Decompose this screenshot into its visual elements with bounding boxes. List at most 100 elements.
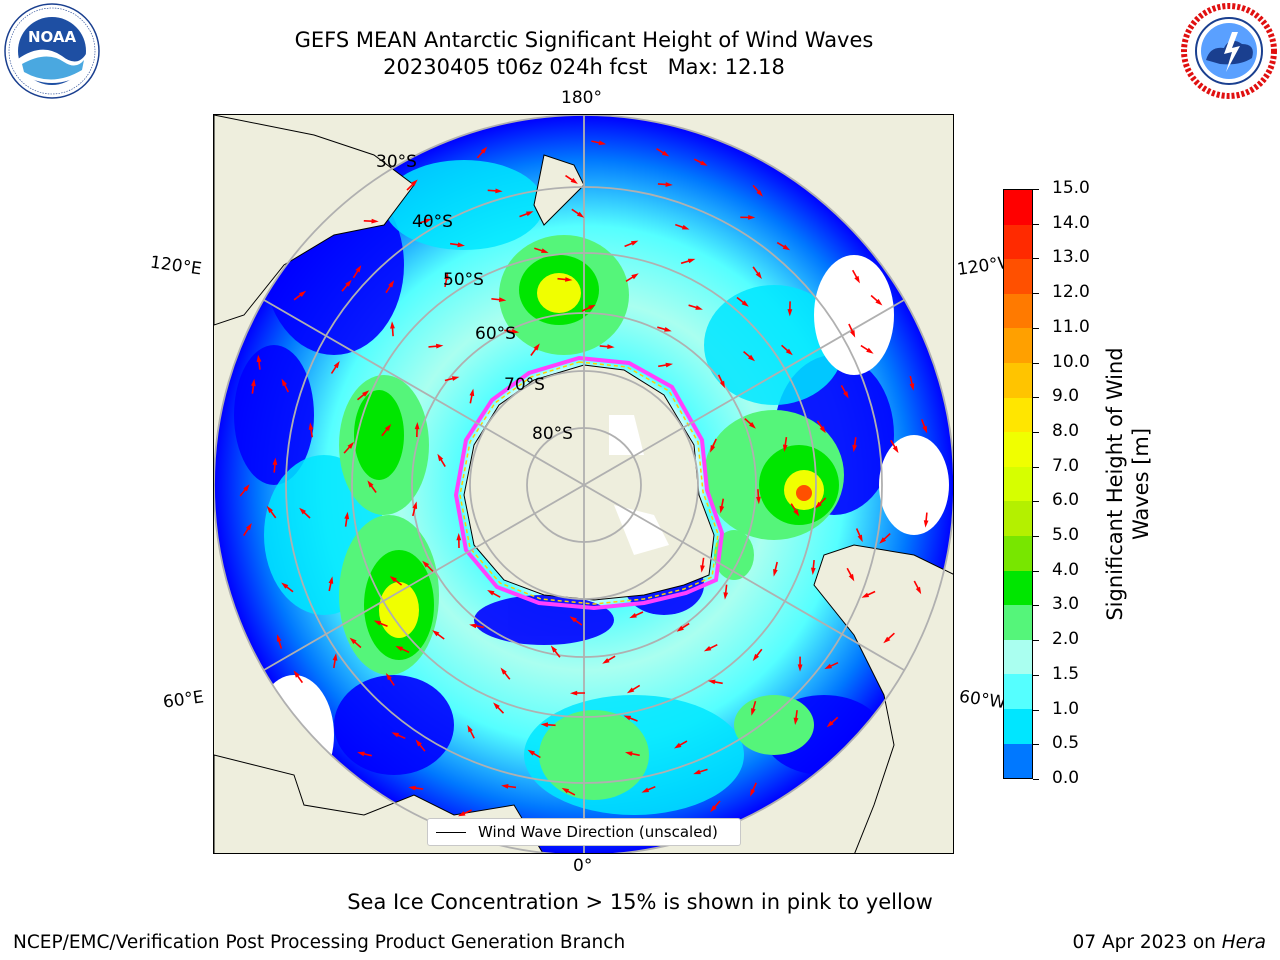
wave-direction-arrowhead: [362, 390, 370, 397]
wave-direction-arrowhead: [741, 300, 749, 307]
sea-ice-note: Sea Ice Concentration > 15% is shown in …: [347, 890, 933, 914]
colorbar-tick-label: 5.0: [1052, 525, 1080, 546]
colorbar-cell: [1004, 535, 1032, 571]
colorbar-cell: [1004, 259, 1032, 294]
wave-direction-arrowhead: [626, 687, 635, 694]
wave-direction-arrowhead: [469, 623, 477, 629]
wave-direction-arrowhead: [629, 613, 637, 619]
wave-direction-arrowhead: [641, 787, 650, 793]
lat-label-70s: 70°S: [504, 375, 545, 395]
colorbar-tick-mark: [1033, 466, 1039, 468]
wave-direction-arrowhead: [850, 330, 856, 338]
colorbar-cell: [1004, 708, 1032, 744]
wave-direction-arrowhead: [852, 444, 857, 453]
colorbar-cell: [1004, 501, 1032, 536]
wave-direction-arrowhead: [414, 422, 420, 430]
graticule: [214, 115, 953, 853]
wave-direction-arrowhead: [793, 717, 799, 725]
wave-direction-arrowhead: [565, 277, 573, 282]
chart-subtitle: 20230405 t06z 024h fcst Max: 12.18: [383, 55, 785, 79]
wave-direction-arrowhead: [782, 444, 788, 452]
wave-direction-arrowhead: [700, 565, 705, 573]
wave-direction-arrowhead: [533, 343, 540, 351]
wave-direction-arrowhead: [623, 715, 632, 721]
lon-label-60e: 60°E: [161, 687, 206, 713]
wave-direction-arrowhead: [703, 646, 712, 652]
wave-direction-arrowhead: [570, 690, 578, 696]
lat-label-80s: 80°S: [532, 424, 573, 444]
wave-direction-arrowhead: [923, 520, 929, 528]
polar-map: [214, 115, 953, 853]
wave-direction-arrowhead: [437, 453, 444, 462]
wave-direction-arrowhead: [487, 590, 495, 596]
colorbar-tick-mark: [1033, 536, 1039, 538]
colorbar-cell: [1004, 570, 1032, 606]
wave-direction-arrowhead: [436, 343, 444, 349]
colorbar-cell: [1004, 328, 1032, 363]
colorbar-tick-label: 11.0: [1052, 316, 1090, 337]
chart-title: GEFS MEAN Antarctic Significant Height o…: [294, 28, 874, 52]
lat-label-40s: 40°S: [412, 212, 453, 232]
colorbar-cell: [1004, 397, 1032, 433]
wave-direction-arrowhead: [498, 297, 507, 302]
wave-direction-arrowhead: [385, 673, 392, 681]
wave-direction-arrowhead: [815, 501, 822, 509]
wave-direction-arrowhead: [607, 344, 615, 349]
colorbar-tick-label: 7.0: [1052, 455, 1080, 476]
colorbar-tick-mark: [1033, 223, 1039, 225]
lon-label-0: 0°: [573, 856, 593, 876]
wave-direction-arrowhead: [391, 732, 399, 738]
noaa-logo-text: NOAA: [28, 28, 77, 46]
wave-direction-arrowhead: [883, 636, 891, 644]
wave-direction-arrowhead: [243, 484, 250, 492]
wave-direction-arrowhead: [412, 501, 418, 509]
wave-direction-arrowhead: [384, 424, 392, 432]
wave-direction-arrowhead: [824, 663, 832, 669]
wave-direction-arrowhead: [756, 496, 761, 505]
wave-direction-arrowhead: [719, 505, 725, 514]
noaa-logo: NOAA: [4, 3, 100, 99]
wave-direction-arrowhead: [681, 224, 690, 230]
colorbar-cell: [1004, 362, 1032, 398]
wave-direction-arrowhead: [432, 630, 440, 637]
wave-direction-arrowhead: [602, 658, 610, 664]
wave-direction-arrowhead: [371, 218, 379, 224]
wave-direction-arrowhead: [569, 616, 577, 623]
wave-direction-arrowhead: [866, 347, 874, 354]
wave-direction-arrowhead: [333, 361, 340, 369]
wave-direction-arrowhead: [308, 422, 314, 430]
wave-direction-arrowhead: [410, 179, 418, 187]
wave-direction-arrowhead: [251, 378, 256, 387]
wave-direction-arrowhead: [347, 441, 354, 449]
wave-direction-arrowhead: [480, 146, 488, 154]
wave-direction-arrowhead: [598, 140, 607, 146]
wave-direction-arrowhead: [811, 567, 816, 575]
legend-label: Wind Wave Direction (unscaled): [478, 823, 718, 841]
wave-direction-arrowhead: [389, 576, 397, 583]
wave-direction-arrowhead: [793, 509, 800, 517]
footer-machine: Hera: [1221, 932, 1266, 953]
colorbar-tick-label: 10.0: [1052, 351, 1090, 372]
colorbar-cell: [1004, 190, 1032, 225]
wave-direction-arrowhead: [875, 298, 883, 306]
wave-direction-arrowhead: [344, 511, 350, 520]
colorbar-cell: [1004, 639, 1032, 675]
wave-direction-arrowhead: [773, 569, 778, 577]
colorbar-tick-label: 0.0: [1052, 768, 1080, 788]
lon-label-180: 180°: [561, 88, 602, 108]
wave-direction-arrowhead: [332, 653, 338, 661]
lon-label-60w: 60°W: [957, 686, 1008, 714]
wave-direction-arrowhead: [457, 242, 465, 248]
wave-direction-arrowhead: [328, 576, 334, 584]
wave-direction-arrowhead: [451, 376, 460, 381]
wave-direction-arrowhead: [748, 215, 756, 220]
colorbar-cell: [1004, 293, 1032, 329]
colorbar-tick-mark: [1033, 362, 1039, 364]
colorbar-tick-label: 1.0: [1052, 698, 1080, 719]
wave-direction-arrowhead: [281, 378, 287, 387]
wave-direction-arrowhead: [458, 811, 466, 817]
wave-direction-arrowhead: [915, 586, 922, 595]
colorbar-cell: [1004, 674, 1032, 709]
colorbar-tick-mark: [1033, 709, 1039, 711]
wave-direction-arrowhead: [444, 272, 449, 280]
